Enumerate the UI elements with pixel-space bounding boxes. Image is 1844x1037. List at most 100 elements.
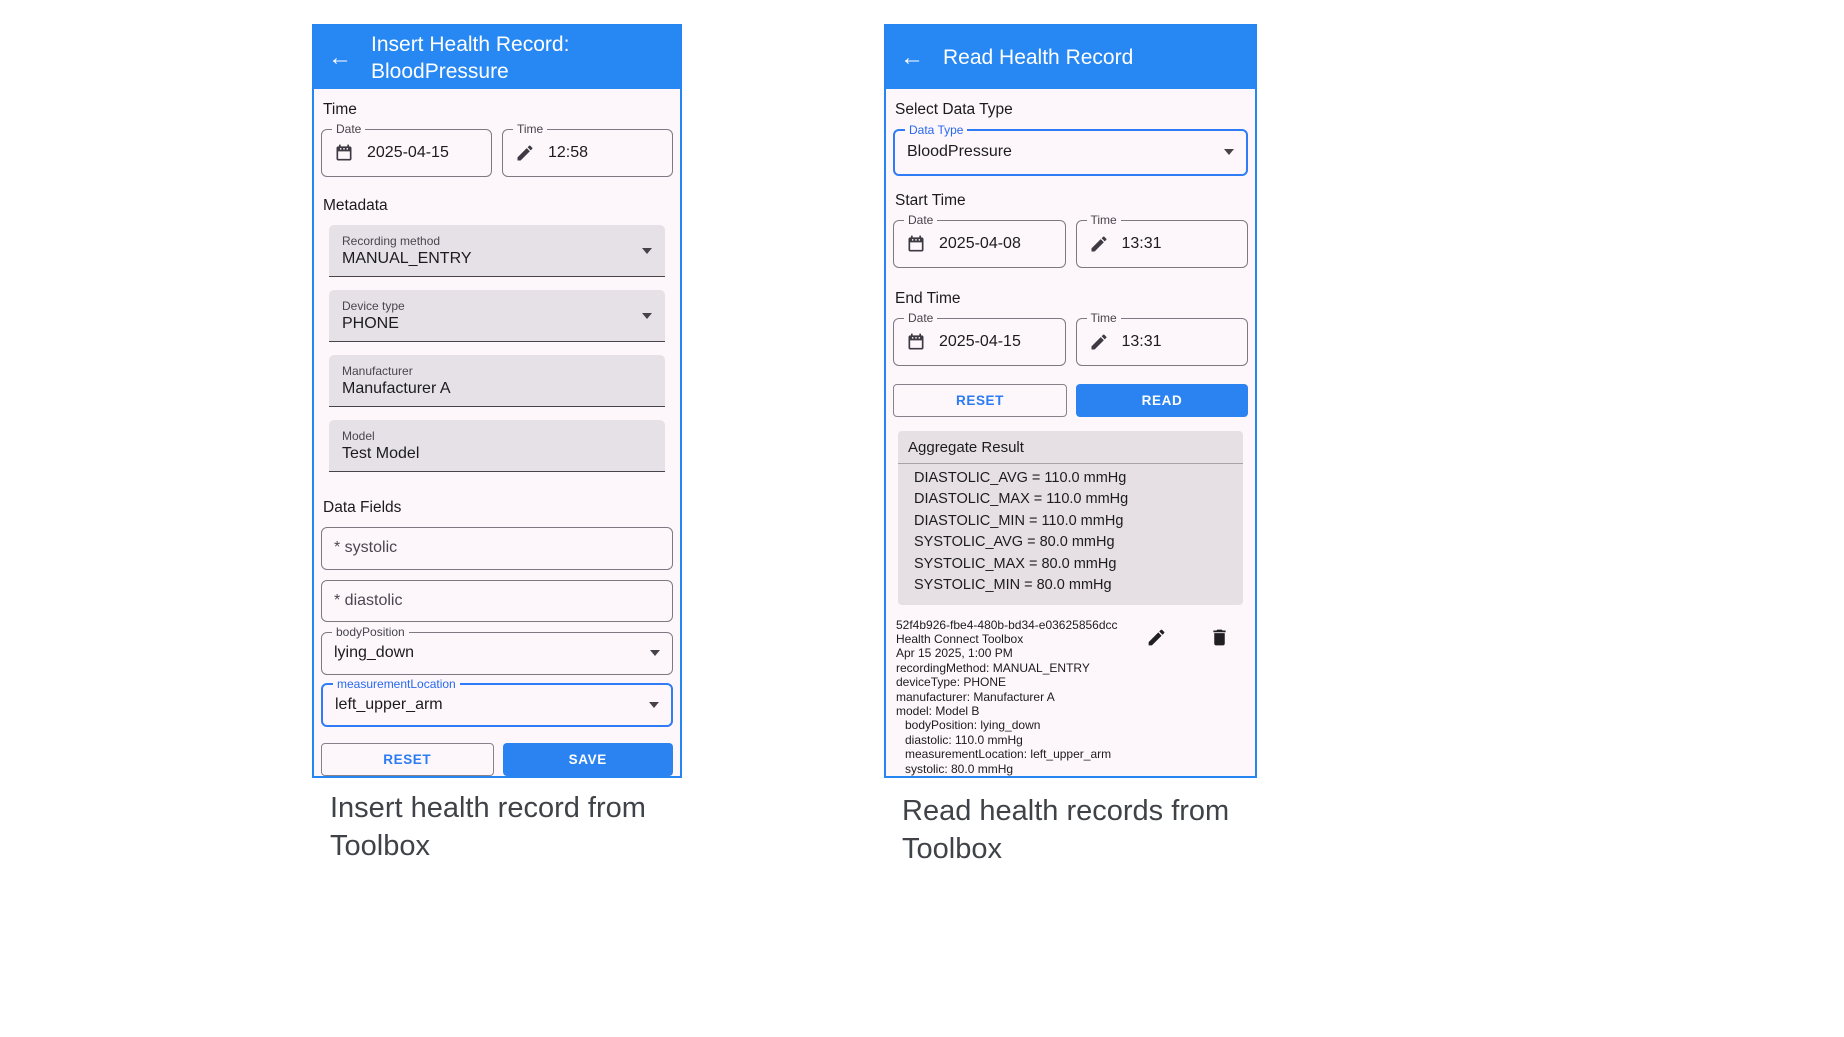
insert-content: Time Date 2025-04-15 Time 12:58 Metadata… [314,89,680,776]
record-detail-line: recordingMethod: MANUAL_ENTRY [896,660,1090,675]
start-date-field[interactable]: Date 2025-04-08 [893,212,1066,268]
section-label-metadata: Metadata [323,197,388,214]
device-type-label: Device type [342,299,405,313]
calendar-icon [906,234,926,254]
section-label-start-time: Start Time [895,191,966,209]
start-time-field[interactable]: Time 13:31 [1075,212,1248,268]
dropdown-arrow-icon [649,701,659,708]
pencil-icon [515,143,535,163]
calendar-icon [906,332,926,352]
section-label-select-data-type: Select Data Type [895,101,1013,118]
read-caption: Read health records from Toolbox [902,795,1230,865]
measurement-location-value: left_upper_arm [335,695,443,713]
date-field-label: Date [332,122,366,136]
record-detail-line: deviceType: PHONE [896,675,1007,690]
insert-record-screen: ← Insert Health Record: BloodPressure Ti… [312,24,682,778]
insert-caption: Insert health record from Toolbox [330,792,646,862]
dropdown-arrow-icon [642,248,652,254]
record-list-item: 52f4b926-fbe4-480b-bd34-e03625856dcc Hea… [896,618,1245,776]
aggregate-line: DIASTOLIC_MAX = 110.0 mmHg [914,491,1129,508]
insert-app-bar: ← Insert Health Record: BloodPressure [314,26,680,89]
diastolic-placeholder: * diastolic [334,591,403,609]
data-type-value: BloodPressure [907,143,1012,161]
reset-button[interactable]: RESET [321,743,494,776]
recording-method-label: Recording method [342,234,441,248]
aggregate-line: SYSTOLIC_MIN = 80.0 mmHg [914,577,1112,594]
manufacturer-field[interactable]: Manufacturer Manufacturer A [329,355,665,407]
manufacturer-label: Manufacturer [342,364,413,378]
pencil-icon [1089,234,1109,254]
aggregate-result-title: Aggregate Result [898,431,1243,464]
dropdown-arrow-icon [1224,149,1234,156]
delete-icon[interactable] [1209,627,1230,648]
start-time-value: 13:31 [1121,234,1162,252]
aggregate-result-panel: Aggregate Result DIASTOLIC_AVG = 110.0 m… [898,430,1243,605]
record-uuid: 52f4b926-fbe4-480b-bd34-e03625856dcc [896,617,1118,632]
measurement-location-dropdown[interactable]: measurementLocation left_upper_arm [321,676,673,727]
record-detail-line: diastolic: 110.0 mmHg [905,732,1023,747]
systolic-placeholder: * systolic [334,539,398,557]
record-details: 52f4b926-fbe4-480b-bd34-e03625856dcc Hea… [896,618,1146,776]
date-field-label: Date [904,212,938,227]
end-time-field[interactable]: Time 13:31 [1075,310,1248,366]
body-position-label: bodyPosition [332,625,409,639]
aggregate-line: DIASTOLIC_MIN = 110.0 mmHg [914,512,1124,529]
model-value: Test Model [342,445,420,462]
body-position-value: lying_down [334,644,415,662]
start-date-value: 2025-04-08 [939,234,1021,252]
date-field-value: 2025-04-15 [367,144,449,161]
back-icon[interactable]: ← [328,43,352,71]
measurement-location-label: measurementLocation [333,676,460,691]
record-detail-line: systolic: 80.0 mmHg [905,761,1014,776]
record-detail-line: model: Model B [896,703,980,718]
reset-button[interactable]: RESET [893,383,1067,417]
aggregate-line: SYSTOLIC_AVG = 80.0 mmHg [914,534,1115,551]
record-timestamp: Apr 15 2025, 1:00 PM [896,646,1013,661]
pencil-icon [1089,332,1109,352]
page-title: Read Health Record [943,46,1134,69]
record-detail-line: manufacturer: Manufacturer A [896,689,1055,704]
model-label: Model [342,429,375,443]
save-button[interactable]: SAVE [502,743,673,776]
record-detail-line: measurementLocation: left_upper_arm [905,747,1112,762]
aggregate-line: SYSTOLIC_MAX = 80.0 mmHg [914,555,1117,572]
insert-date-field[interactable]: Date 2025-04-15 [321,122,492,177]
end-time-value: 13:31 [1121,332,1162,350]
end-date-field[interactable]: Date 2025-04-15 [893,310,1066,366]
dropdown-arrow-icon [642,313,652,319]
record-app-origin: Health Connect Toolbox [896,631,1024,646]
end-date-value: 2025-04-15 [939,332,1021,350]
record-detail-line: bodyPosition: lying_down [905,718,1041,733]
diastolic-input[interactable]: * diastolic [321,579,673,622]
device-type-value: PHONE [342,315,399,332]
edit-icon[interactable] [1146,627,1167,648]
time-field-label: Time [513,122,548,136]
date-field-label: Date [904,310,938,325]
read-app-bar: ← Read Health Record [886,26,1255,89]
systolic-input[interactable]: * systolic [321,527,673,570]
back-icon[interactable]: ← [900,43,924,71]
aggregate-line: DIASTOLIC_AVG = 110.0 mmHg [914,469,1127,486]
read-content: Select Data Type Data Type BloodPressure… [886,89,1255,776]
read-button[interactable]: READ [1076,383,1248,417]
recording-method-value: MANUAL_ENTRY [342,250,472,267]
read-record-screen: ← Read Health Record Select Data Type Da… [884,24,1257,778]
manufacturer-value: Manufacturer A [342,380,451,397]
dropdown-arrow-icon [650,650,660,657]
model-field[interactable]: Model Test Model [329,420,665,472]
data-type-dropdown[interactable]: Data Type BloodPressure [893,123,1248,176]
section-label-time: Time [323,101,357,118]
time-field-value: 12:58 [548,144,589,161]
device-type-dropdown[interactable]: Device type PHONE [329,290,665,342]
page-title: Insert Health Record: BloodPressure [371,32,570,83]
section-label-data-fields: Data Fields [323,499,402,516]
time-field-label: Time [1086,310,1121,325]
insert-time-field[interactable]: Time 12:58 [502,122,673,177]
data-type-label: Data Type [905,123,968,137]
calendar-icon [334,143,354,163]
recording-method-dropdown[interactable]: Recording method MANUAL_ENTRY [329,225,665,277]
time-field-label: Time [1086,212,1121,227]
section-label-end-time: End Time [895,289,961,307]
body-position-dropdown[interactable]: bodyPosition lying_down [321,625,673,675]
